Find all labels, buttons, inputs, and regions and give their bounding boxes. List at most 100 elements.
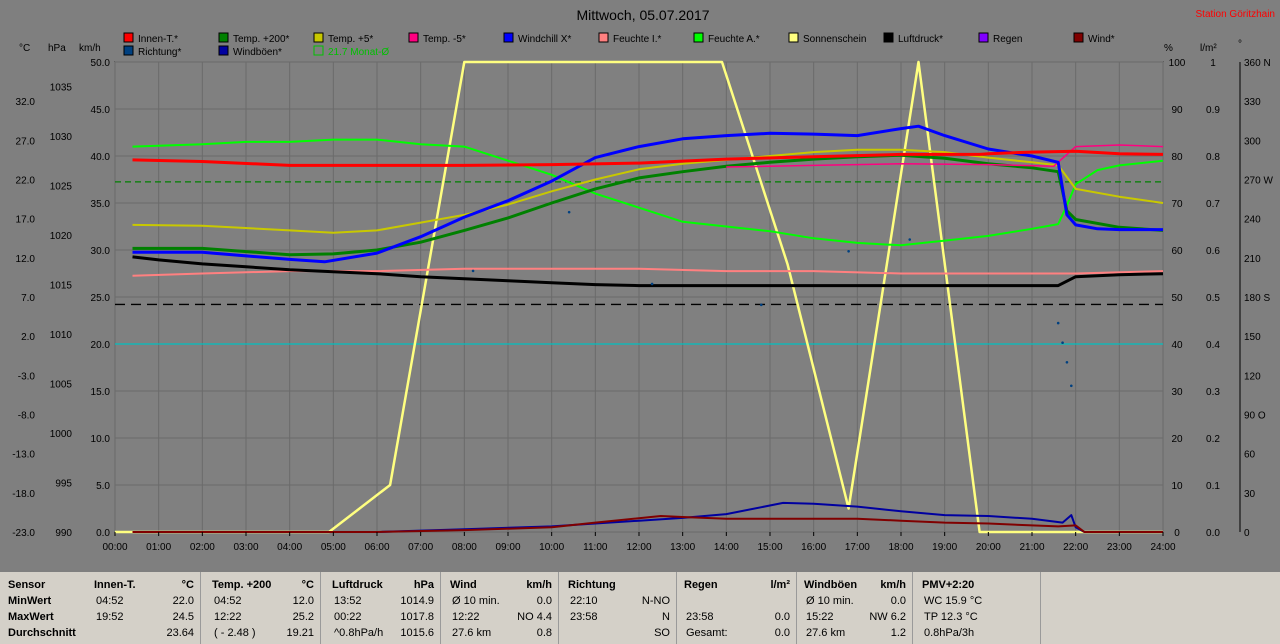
percent-tick-label: 80 bbox=[1171, 152, 1183, 163]
deg-tick-label: 330 bbox=[1244, 97, 1261, 108]
cell-time: WC 15.9 °C bbox=[924, 595, 983, 607]
legend-swatch-windchill bbox=[503, 32, 514, 43]
wind-tick-label: 0.0 bbox=[96, 528, 110, 539]
x-tick-label: 09:00 bbox=[495, 542, 520, 553]
cell-time: 27.6 km bbox=[806, 627, 846, 639]
cell-value: NO 4.4 bbox=[517, 611, 552, 623]
percent-tick-label: 90 bbox=[1171, 105, 1183, 116]
x-tick-label: 23:00 bbox=[1107, 542, 1132, 553]
cell-time: 13:52 bbox=[334, 595, 362, 607]
deg-tick-label: 60 bbox=[1244, 450, 1256, 461]
legend-label-temp_5: Temp. -5* bbox=[423, 34, 466, 45]
stats-column: Wind km/h Ø 10 min. 0.0 12:22 NO 4.4 27.6 km 0.… bbox=[444, 572, 559, 644]
stats-column: Innen-T. °C 04:52 22.0 19:52 24.5 23.64 bbox=[88, 572, 201, 644]
temp-tick-label: 27.0 bbox=[16, 136, 36, 147]
legend-label-richtung: Richtung* bbox=[138, 47, 181, 58]
legend-label-feuchte_a: Feuchte A.* bbox=[708, 34, 760, 45]
cell-value: 22.0 bbox=[172, 595, 194, 607]
x-tick-label: 20:00 bbox=[976, 542, 1001, 553]
column-title: PMV+2:20 bbox=[922, 579, 975, 591]
legend-swatch-wind bbox=[1073, 32, 1084, 43]
column-title: Temp. +200 bbox=[212, 579, 272, 591]
temp-tick-label: -23.0 bbox=[12, 528, 35, 539]
percent-tick-label: 20 bbox=[1171, 434, 1183, 445]
legend-swatch-temp5 bbox=[313, 32, 324, 43]
wind-tick-label: 45.0 bbox=[91, 105, 111, 116]
legend-label-regen: Regen bbox=[993, 34, 1022, 45]
rain-tick-label: 0.9 bbox=[1206, 105, 1220, 116]
percent-tick-label: 70 bbox=[1171, 199, 1183, 210]
cell-time: 04:52 bbox=[96, 595, 124, 607]
deg-tick-label: 150 bbox=[1244, 332, 1261, 343]
wind-unit: km/h bbox=[79, 43, 101, 54]
x-tick-label: 08:00 bbox=[452, 542, 477, 553]
temp-tick-label: 32.0 bbox=[16, 97, 36, 108]
wind-tick-label: 50.0 bbox=[91, 58, 111, 69]
cell-time: 04:52 bbox=[214, 595, 242, 607]
press-tick-label: 1015 bbox=[50, 281, 73, 292]
cell-value: 12.0 bbox=[292, 595, 314, 607]
rain-tick-label: 0.7 bbox=[1206, 199, 1220, 210]
wind-tick-label: 5.0 bbox=[96, 481, 110, 492]
cell-value: 0.0 bbox=[774, 611, 790, 623]
cell-value: N bbox=[662, 611, 670, 623]
temp-tick-label: -8.0 bbox=[18, 411, 36, 422]
stats-column: Luftdruck hPa 13:52 1014.9 00:22 1017.8 ^0.8hP… bbox=[326, 572, 441, 644]
row-label-max: MaxWert bbox=[8, 611, 54, 623]
percent-tick-label: 100 bbox=[1169, 58, 1186, 69]
station-name: Station Göritzhain bbox=[1196, 9, 1276, 20]
legend-swatch-temp200 bbox=[218, 32, 229, 43]
series-line-temp200 bbox=[132, 153, 1164, 257]
legend-label-monat: 21.7 Monat-Ø bbox=[328, 47, 389, 58]
wind-tick-label: 35.0 bbox=[91, 199, 111, 210]
richtung-point bbox=[1065, 360, 1069, 364]
richtung-point bbox=[847, 250, 850, 253]
column-title: Windböen bbox=[804, 579, 858, 591]
cell-value: 0.0 bbox=[536, 595, 552, 607]
series-line-wind bbox=[132, 515, 1163, 533]
press-tick-label: 1030 bbox=[50, 132, 73, 143]
stats-column: Richtung 22:10 N-NO 23:58 N SO bbox=[562, 572, 677, 644]
column-unit: hPa bbox=[413, 579, 434, 591]
deg-tick-label: 120 bbox=[1244, 371, 1261, 382]
richtung-point bbox=[759, 303, 763, 307]
series-line-temp_5 bbox=[726, 144, 1164, 168]
column-title: Wind bbox=[450, 579, 477, 591]
wind-tick-label: 20.0 bbox=[91, 340, 111, 351]
cell-time: 0.8hPa/3h bbox=[924, 627, 975, 639]
stats-column: PMV+2:20 WC 15.9 °C TP 12.3 °C 0.8hPa/3h bbox=[916, 572, 1041, 644]
x-tick-label: 00:00 bbox=[102, 542, 127, 553]
x-tick-label: 22:00 bbox=[1063, 542, 1088, 553]
temp-tick-label: 17.0 bbox=[16, 215, 36, 226]
x-tick-label: 15:00 bbox=[757, 542, 782, 553]
cell-value: NW 6.2 bbox=[869, 611, 906, 623]
legend-swatch-feuchte_a bbox=[693, 32, 704, 43]
cell-value: 24.5 bbox=[172, 611, 194, 623]
cell-time: 27.6 km bbox=[452, 627, 492, 639]
series-line-temp5 bbox=[132, 148, 1164, 234]
legend-label-windboeen: Windböen* bbox=[233, 47, 282, 58]
deg-tick-label: 270 W bbox=[1244, 176, 1273, 187]
cell-value: SO bbox=[654, 627, 670, 639]
temp-tick-label: 7.0 bbox=[21, 293, 35, 304]
wind-tick-label: 15.0 bbox=[91, 387, 111, 398]
temp-tick-label: -18.0 bbox=[12, 489, 35, 500]
column-unit: °C bbox=[301, 579, 314, 591]
percent-unit: % bbox=[1164, 43, 1173, 54]
column-unit: °C bbox=[181, 579, 194, 591]
axis-units: °C hPa km/h % l/m² ° bbox=[19, 39, 1242, 54]
press-tick-label: 1025 bbox=[50, 182, 73, 193]
x-tick-label: 11:00 bbox=[583, 542, 608, 553]
deg-tick-label: 210 bbox=[1244, 254, 1261, 265]
wind-tick-label: 40.0 bbox=[91, 152, 111, 163]
cell-time: 15:22 bbox=[806, 611, 834, 623]
x-tick-label: 17:00 bbox=[845, 542, 870, 553]
column-title: Luftdruck bbox=[332, 579, 383, 591]
reference-lines bbox=[115, 181, 1163, 345]
cell-time: ( - 2.48 ) bbox=[214, 627, 256, 639]
x-tick-label: 01:00 bbox=[146, 542, 171, 553]
cell-time: Ø 10 min. bbox=[806, 595, 854, 607]
richtung-point bbox=[1070, 384, 1073, 388]
rain-tick-label: 0.5 bbox=[1206, 293, 1220, 304]
deg-tick-label: 240 bbox=[1244, 215, 1261, 226]
